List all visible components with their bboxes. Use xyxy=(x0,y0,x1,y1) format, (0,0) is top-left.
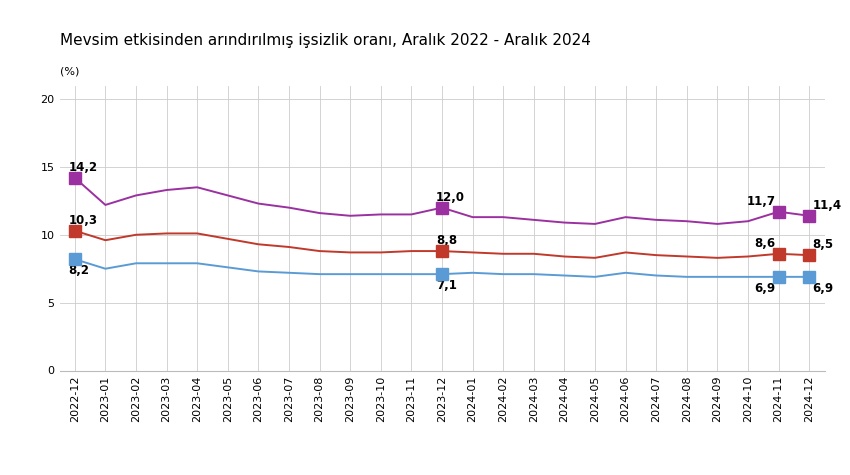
Text: 8,2: 8,2 xyxy=(69,264,90,277)
Text: 6,9: 6,9 xyxy=(813,282,833,294)
Text: 8,6: 8,6 xyxy=(755,237,775,250)
Text: 8,8: 8,8 xyxy=(436,234,457,247)
Text: 11,7: 11,7 xyxy=(746,195,775,208)
Text: (%): (%) xyxy=(60,66,79,76)
Text: 12,0: 12,0 xyxy=(436,190,465,204)
Text: 11,4: 11,4 xyxy=(813,199,842,212)
Text: 14,2: 14,2 xyxy=(69,161,98,174)
Text: 8,5: 8,5 xyxy=(813,238,833,251)
Text: 7,1: 7,1 xyxy=(436,279,456,292)
Text: 6,9: 6,9 xyxy=(755,282,775,294)
Text: 10,3: 10,3 xyxy=(69,214,98,227)
Text: Mevsim etkisinden arındırılmış işsizlik oranı, Aralık 2022 - Aralık 2024: Mevsim etkisinden arındırılmış işsizlik … xyxy=(60,33,591,48)
